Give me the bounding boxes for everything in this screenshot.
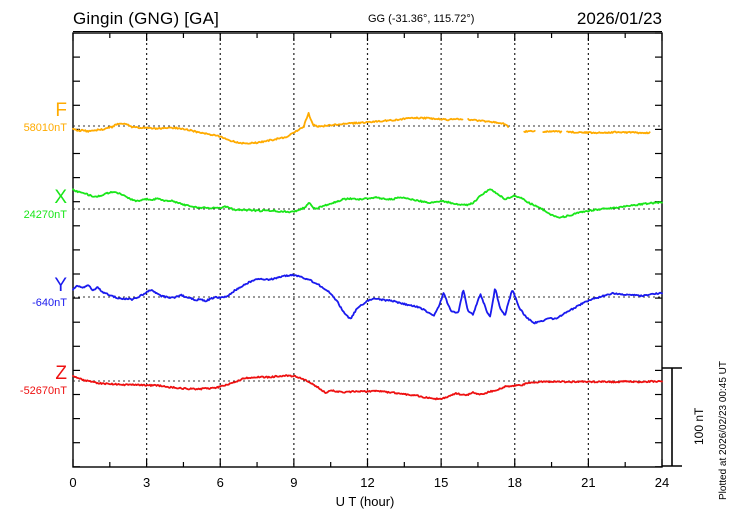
component-letter-f: F <box>55 100 67 121</box>
x-tick-label: 18 <box>507 475 522 490</box>
component-baseline-f: 58010nT <box>23 122 67 134</box>
x-tick-label: 0 <box>69 475 77 490</box>
component-letter-z: Z <box>55 363 67 384</box>
x-tick-label: 21 <box>581 475 596 490</box>
scale-bar-label: 100 nT <box>692 407 706 445</box>
x-tick-label: 6 <box>216 475 224 490</box>
x-tick-label: 3 <box>143 475 151 490</box>
x-axis-title: U T (hour) <box>335 494 395 509</box>
x-tick-label: 12 <box>360 475 375 490</box>
component-baseline-x: 24270nT <box>23 209 67 221</box>
component-label-y: Y -640nT <box>32 276 67 309</box>
observation-date: 2026/01/23 <box>576 9 662 28</box>
component-label-f: F 58010nT <box>24 101 67 134</box>
geographic-coordinates: GG (-31.36°, 115.72°) <box>368 13 475 25</box>
header-divider <box>73 31 662 32</box>
component-letter-y: Y <box>54 275 67 296</box>
x-tick-label: 24 <box>654 475 670 490</box>
component-baseline-z: -52670nT <box>19 385 67 397</box>
component-label-z: Z -52670nT <box>20 364 67 397</box>
component-label-x: X 24270nT <box>24 188 67 221</box>
page-title: Gingin (GNG) [GA] <box>73 9 220 28</box>
x-tick-label: 9 <box>290 475 298 490</box>
x-tick-label: 15 <box>433 475 449 490</box>
plotted-timestamp: Plotted at 2026/02/23 00:45 UT <box>718 361 729 500</box>
component-baseline-y: -640nT <box>32 297 67 309</box>
component-letter-x: X <box>54 187 67 208</box>
